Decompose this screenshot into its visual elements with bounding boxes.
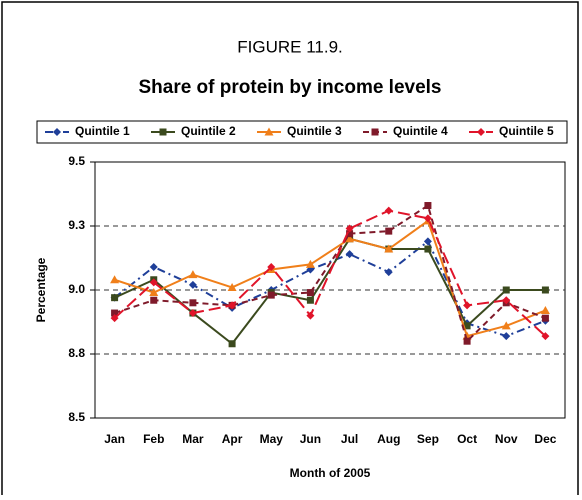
x-tick-label: Jun bbox=[300, 432, 321, 446]
x-tick-label: Dec bbox=[534, 432, 556, 446]
legend-label: Quintile 2 bbox=[181, 124, 236, 138]
legend-label: Quintile 1 bbox=[75, 124, 130, 138]
point bbox=[345, 234, 355, 243]
x-tick-label: May bbox=[260, 432, 284, 446]
series-line bbox=[114, 203, 546, 344]
point bbox=[110, 275, 120, 284]
point bbox=[345, 224, 354, 233]
y-tick-label: 9.0 bbox=[68, 282, 85, 296]
point bbox=[463, 337, 471, 345]
point bbox=[267, 291, 275, 299]
point bbox=[502, 286, 510, 294]
point bbox=[306, 311, 315, 320]
series-line bbox=[114, 219, 546, 338]
legend-marker bbox=[371, 128, 379, 136]
y-tick-label: 9.5 bbox=[68, 154, 85, 168]
point bbox=[306, 289, 314, 297]
legend-marker bbox=[53, 128, 61, 136]
legend-label: Quintile 3 bbox=[287, 124, 342, 138]
point bbox=[188, 309, 197, 318]
point bbox=[345, 250, 354, 259]
legend-marker bbox=[477, 128, 485, 136]
y-tick-label: 8.5 bbox=[68, 410, 85, 424]
chart-subtitle: Share of protein by income levels bbox=[138, 77, 441, 98]
point bbox=[149, 262, 158, 271]
point bbox=[462, 331, 472, 340]
legend-marker bbox=[264, 127, 274, 136]
point bbox=[541, 332, 550, 341]
x-tick-label: Oct bbox=[457, 432, 477, 446]
x-tick-label: Aug bbox=[377, 432, 400, 446]
legend-label: Quintile 5 bbox=[499, 124, 554, 138]
point bbox=[111, 309, 119, 317]
x-tick-label: Sep bbox=[417, 432, 439, 446]
point bbox=[228, 301, 237, 310]
point bbox=[111, 294, 119, 302]
point bbox=[423, 214, 432, 223]
y-tick-label: 8.8 bbox=[68, 346, 85, 360]
point bbox=[541, 314, 549, 322]
point bbox=[423, 237, 432, 246]
x-tick-label: Jan bbox=[104, 432, 125, 446]
x-tick-label: Apr bbox=[222, 432, 243, 446]
point bbox=[502, 332, 511, 341]
y-tick-label: 9.3 bbox=[68, 218, 85, 232]
point bbox=[502, 296, 511, 305]
point bbox=[384, 244, 394, 253]
point bbox=[501, 321, 511, 330]
series-line bbox=[114, 237, 546, 346]
x-axis-label: Month of 2005 bbox=[290, 466, 371, 480]
chart-title: FIGURE 11.9. bbox=[237, 37, 343, 56]
point bbox=[424, 202, 432, 210]
point bbox=[306, 296, 314, 304]
point bbox=[267, 262, 276, 271]
x-tick-label: Mar bbox=[182, 432, 204, 446]
point bbox=[188, 280, 197, 289]
point bbox=[188, 270, 198, 279]
point bbox=[385, 227, 393, 235]
x-tick-label: Feb bbox=[143, 432, 164, 446]
x-tick-label: Jul bbox=[341, 432, 358, 446]
point bbox=[463, 322, 471, 330]
y-axis-label: Percentage bbox=[34, 257, 48, 322]
legend-marker bbox=[159, 128, 167, 136]
point bbox=[384, 206, 393, 215]
point bbox=[305, 259, 315, 268]
point bbox=[384, 268, 393, 277]
point bbox=[110, 314, 119, 323]
point bbox=[227, 282, 237, 291]
point bbox=[228, 340, 236, 348]
point bbox=[189, 299, 197, 307]
series-line bbox=[113, 239, 546, 338]
point bbox=[424, 245, 432, 253]
legend-box bbox=[36, 120, 568, 144]
legend-label: Quintile 4 bbox=[393, 124, 448, 138]
point bbox=[540, 305, 550, 314]
series-line bbox=[113, 209, 547, 337]
point bbox=[149, 278, 158, 287]
point bbox=[463, 301, 472, 310]
point bbox=[149, 288, 159, 297]
point bbox=[150, 296, 158, 304]
point bbox=[541, 286, 549, 294]
x-tick-label: Nov bbox=[495, 432, 518, 446]
